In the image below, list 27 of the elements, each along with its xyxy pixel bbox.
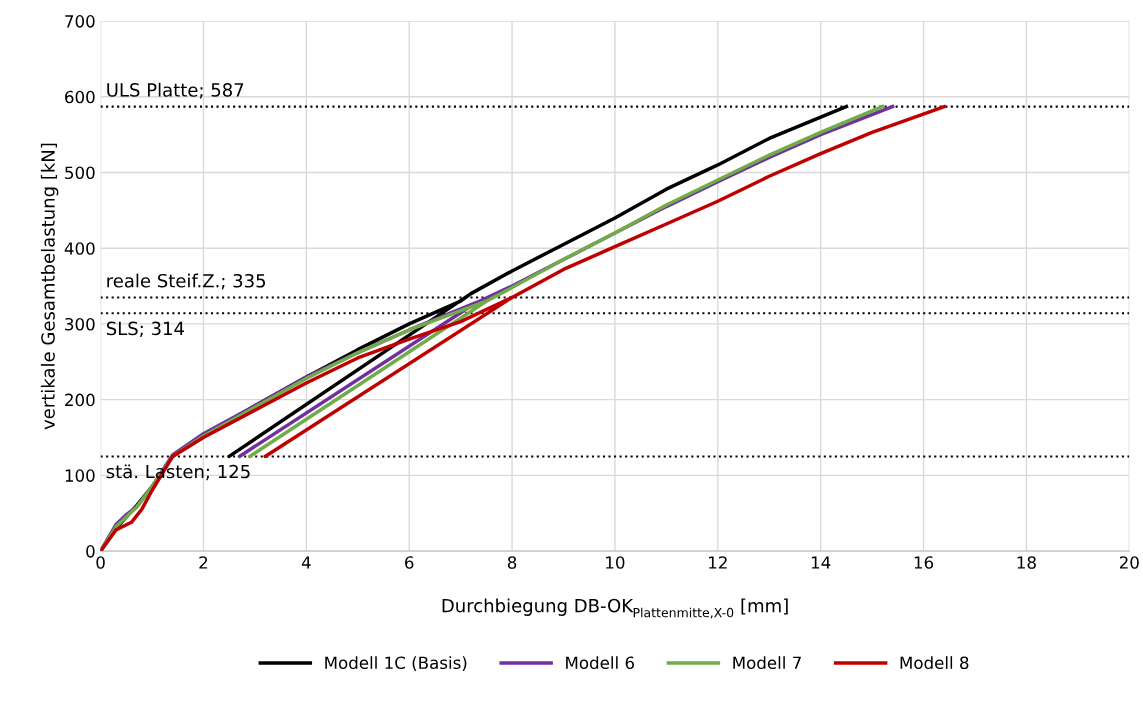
x-tick-label: 6 — [405, 556, 414, 569]
y-tick-label: 400 — [64, 242, 95, 255]
x-tick-label: 14 — [811, 556, 831, 569]
y-tick-label: 0 — [86, 545, 95, 558]
legend-label: Modell 6 — [566, 656, 635, 670]
y-tick-label: 500 — [65, 166, 95, 180]
x-tick-label: 2 — [199, 556, 208, 569]
x-tick-label: 0 — [96, 556, 105, 569]
ref-line-label: SLS; 314 — [106, 321, 184, 338]
x-tick-label: 4 — [301, 556, 311, 569]
legend-label: Modell 7 — [733, 656, 801, 670]
y-tick-label: 700 — [65, 15, 95, 28]
y-tick-label: 100 — [65, 469, 95, 482]
legend-label: Modell 1C (Basis) — [325, 656, 467, 672]
x-tick-label: 18 — [1017, 556, 1036, 569]
x-tick-label: 16 — [914, 556, 934, 569]
ref-line-label: ULS Platte; 587 — [107, 82, 244, 99]
y-axis-title: vertikale Gesamtbelastung [kN] — [40, 143, 59, 430]
x-tick-label: 8 — [507, 556, 517, 569]
ref-line-label: reale Steif.Z.; 335 — [107, 273, 266, 290]
y-tick-label: 200 — [65, 393, 95, 407]
x-tick-label: 20 — [1119, 556, 1139, 569]
legend-label: Modell 8 — [900, 656, 969, 670]
y-tick-label: 600 — [65, 90, 95, 104]
x-tick-label: 12 — [709, 556, 727, 569]
y-tick-label: 300 — [65, 317, 95, 331]
x-tick-label: 10 — [606, 556, 625, 569]
